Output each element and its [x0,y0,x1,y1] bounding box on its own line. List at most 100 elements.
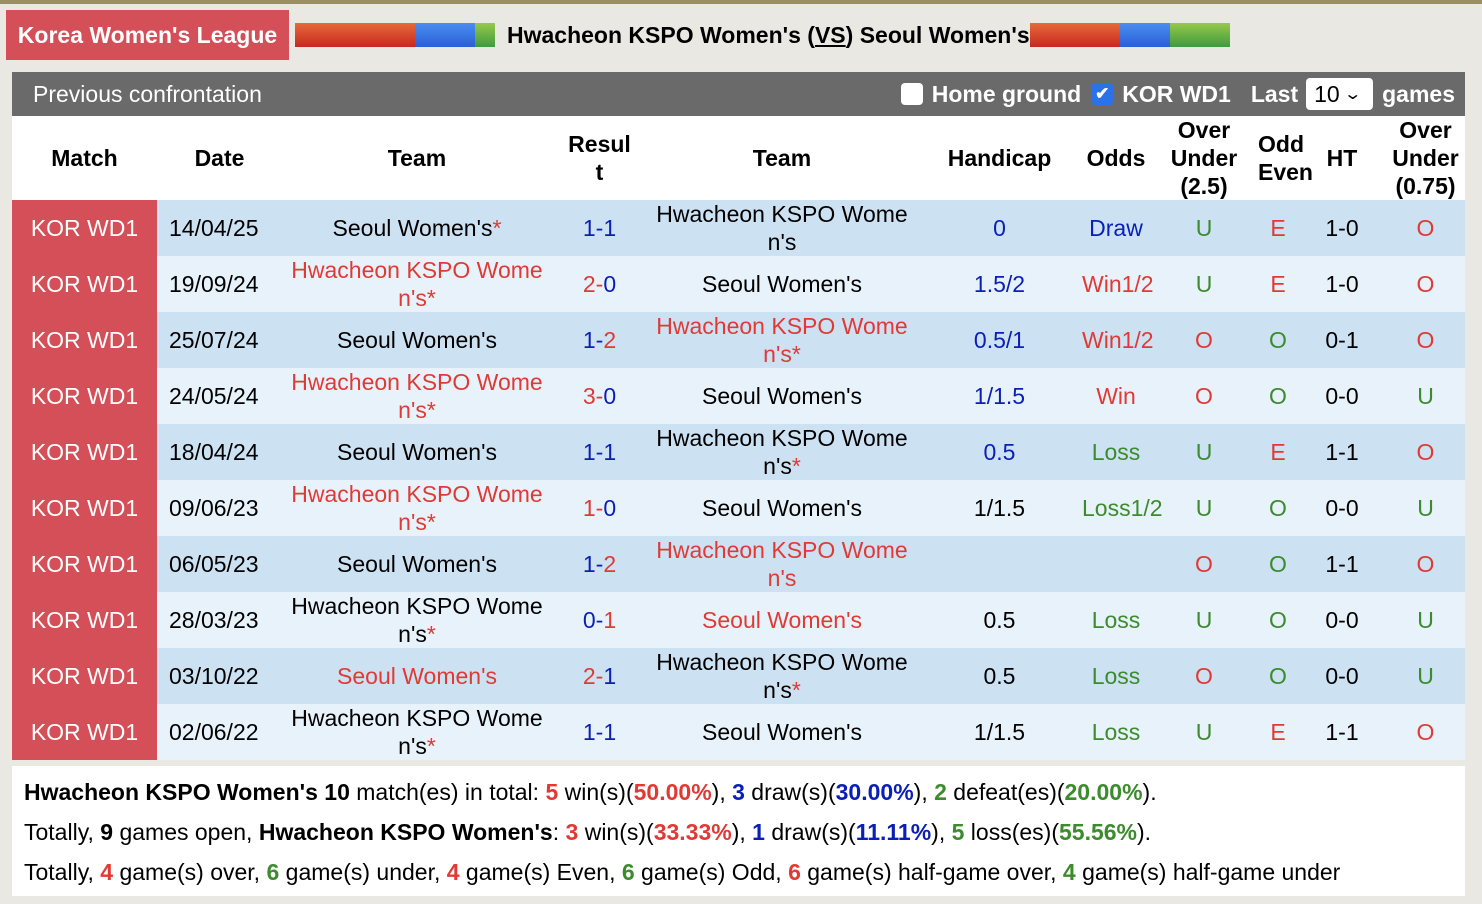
home-team-name[interactable]: Hwacheon KSPO Women's [291,369,543,423]
league-cell[interactable]: KOR WD1 [12,312,157,368]
away-team-name[interactable]: Seoul Women's [702,383,862,409]
away-team-cell[interactable]: Seoul Women's [647,480,917,536]
league-cell[interactable]: KOR WD1 [12,200,157,256]
home-team-name[interactable]: Seoul Women's [337,439,497,465]
home-team-cell[interactable]: Hwacheon KSPO Women's* [282,256,552,312]
league-cell[interactable]: KOR WD1 [12,368,157,424]
table-row: KOR WD1 09/06/23 Hwacheon KSPO Women's* 1-0… [12,480,1465,536]
home-ground-filter[interactable]: Home ground [900,81,1081,108]
date-cell: 14/04/25 [157,200,282,256]
col-over-under-0-75: Over Under (0.75) [1386,116,1465,200]
result-cell[interactable]: 1-0 [552,480,647,536]
match-title: Hwacheon KSPO Women's (VS) Seoul Women's [507,21,1030,48]
odds-result-cell: Loss [1082,648,1150,704]
home-star-marker: * [426,509,436,535]
halftime-score-cell: 0-0 [1298,480,1386,536]
odd-even-cell: E [1258,200,1298,256]
col-team-away: Team [647,116,917,200]
league-filter-checkbox[interactable]: ✔ [1091,83,1114,105]
result-cell[interactable]: 1-1 [552,200,647,256]
result-cell[interactable]: 1-2 [552,536,647,592]
league-cell[interactable]: KOR WD1 [12,424,157,480]
over-under-cell: O [1150,312,1258,368]
halftime-score-cell: 0-0 [1298,592,1386,648]
league-cell[interactable]: KOR WD1 [12,480,157,536]
away-team-name[interactable]: Seoul Women's [702,271,862,297]
home-team-cell[interactable]: Seoul Women's [282,648,552,704]
home-team-cell[interactable]: Hwacheon KSPO Women's* [282,368,552,424]
home-team-cell[interactable]: Hwacheon KSPO Women's* [282,480,552,536]
away-team-name[interactable]: Seoul Women's [859,21,1030,48]
home-team-cell[interactable]: Hwacheon KSPO Women's* [282,592,552,648]
league-cell[interactable]: KOR WD1 [12,704,157,760]
away-team-name[interactable]: Seoul Women's [702,607,862,633]
odd-even-cell: E [1258,704,1298,760]
away-team-cell[interactable]: Seoul Women's [647,592,917,648]
home-team-cell[interactable]: Seoul Women's [282,312,552,368]
over-under-cell: U [1150,424,1258,480]
games-count-select[interactable]: 10 ⌄ [1306,78,1374,110]
over-under-cell: O [1150,368,1258,424]
panel-title: Previous confrontation [33,80,262,107]
over-under-ht-cell: U [1386,648,1465,704]
away-team-cell[interactable]: Seoul Women's [647,256,917,312]
away-team-cell[interactable]: Hwacheon KSPO Women's* [647,424,917,480]
away-team-name[interactable]: Seoul Women's [702,495,862,521]
match-header: Korea Women's League Hwacheon KSPO Women… [6,10,1230,60]
away-team-cell[interactable]: Seoul Women's [647,704,917,760]
handicap-cell: 0.5 [917,592,1082,648]
summary-line-totals: Totally, 4 game(s) over, 6 game(s) under… [24,859,1341,885]
home-team-cell[interactable]: Hwacheon KSPO Women's* [282,704,552,760]
halftime-score-cell: 1-1 [1298,424,1386,480]
home-team-name[interactable]: Seoul Women's [332,215,493,241]
date-cell: 09/06/23 [157,480,282,536]
home-team-name[interactable]: Hwacheon KSPO Women's [291,593,543,647]
result-cell[interactable]: 3-0 [552,368,647,424]
vs-link[interactable]: VS [814,21,846,48]
league-cell[interactable]: KOR WD1 [12,536,157,592]
odd-even-cell: E [1258,424,1298,480]
home-team-cell[interactable]: Seoul Women's [282,536,552,592]
home-team-name[interactable]: Hwacheon KSPO Women's [507,21,801,48]
away-team-cell[interactable]: Hwacheon KSPO Women's* [647,648,917,704]
result-cell[interactable]: 1-1 [552,424,647,480]
home-team-name[interactable]: Seoul Women's [337,327,497,353]
league-badge[interactable]: Korea Women's League [6,10,289,60]
away-team-name[interactable]: Hwacheon KSPO Women's [656,201,908,255]
league-cell[interactable]: KOR WD1 [12,592,157,648]
away-team-name[interactable]: Seoul Women's [702,719,862,745]
home-team-cell[interactable]: Seoul Women's* [282,200,552,256]
home-team-name[interactable]: Hwacheon KSPO Women's [291,705,543,759]
home-team-name[interactable]: Hwacheon KSPO Women's [291,257,543,311]
away-team-name[interactable]: Hwacheon KSPO Women's [656,537,908,591]
away-team-cell[interactable]: Hwacheon KSPO Women's [647,200,917,256]
home-team-name[interactable]: Hwacheon KSPO Women's [291,481,543,535]
home-star-marker: * [492,215,502,241]
home-ground-checkbox[interactable] [900,83,923,105]
away-team-cell[interactable]: Hwacheon KSPO Women's [647,536,917,592]
result-cell[interactable]: 2-0 [552,256,647,312]
halftime-score-cell: 0-0 [1298,648,1386,704]
date-cell: 03/10/22 [157,648,282,704]
home-team-name[interactable]: Seoul Women's [337,551,497,577]
away-team-cell[interactable]: Seoul Women's [647,368,917,424]
over-under-ht-cell: O [1386,256,1465,312]
home-team-cell[interactable]: Seoul Women's [282,424,552,480]
result-cell[interactable]: 1-2 [552,312,647,368]
away-team-name[interactable]: Hwacheon KSPO Women's [656,425,908,479]
away-team-name[interactable]: Hwacheon KSPO Women's [656,313,908,367]
home-team-name[interactable]: Seoul Women's [337,663,497,689]
over-under-cell: U [1150,704,1258,760]
handicap-cell: 1/1.5 [917,480,1082,536]
league-cell[interactable]: KOR WD1 [12,256,157,312]
result-cell[interactable]: 1-1 [552,704,647,760]
league-filter[interactable]: ✔ KOR WD1 [1091,81,1231,108]
result-cell[interactable]: 2-1 [552,648,647,704]
odd-even-cell: O [1258,312,1298,368]
home-star-marker: * [426,621,436,647]
away-team-name[interactable]: Hwacheon KSPO Women's [656,649,908,703]
league-filter-label: KOR WD1 [1122,80,1231,107]
league-cell[interactable]: KOR WD1 [12,648,157,704]
result-cell[interactable]: 0-1 [552,592,647,648]
away-team-cell[interactable]: Hwacheon KSPO Women's* [647,312,917,368]
